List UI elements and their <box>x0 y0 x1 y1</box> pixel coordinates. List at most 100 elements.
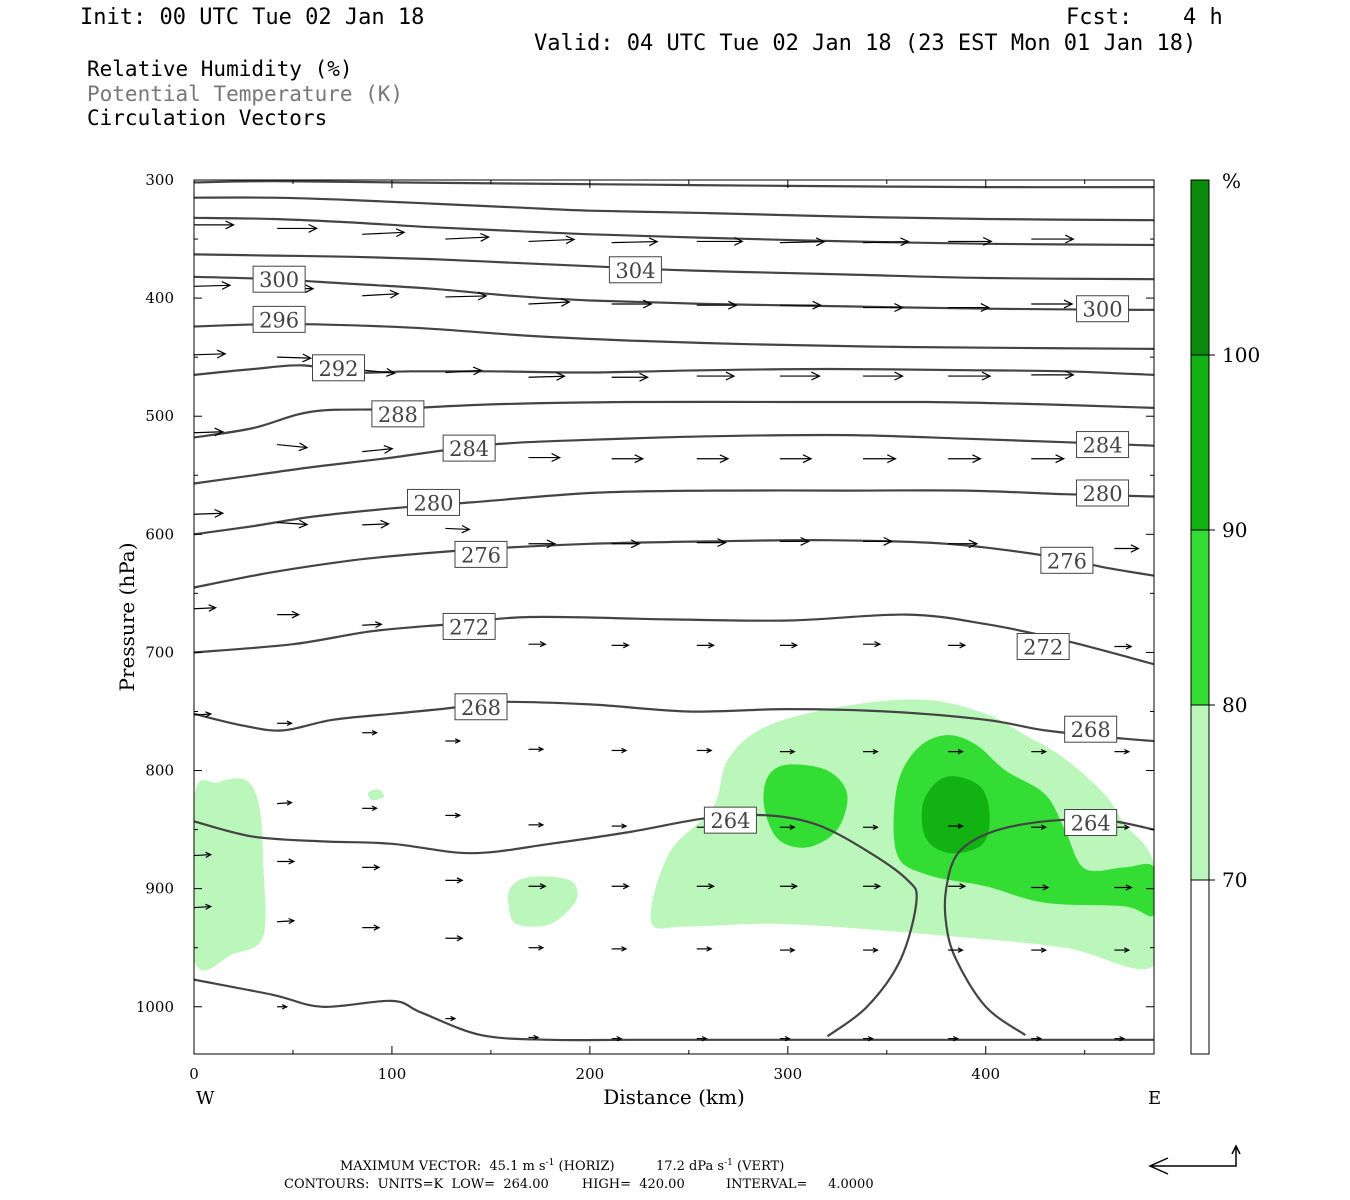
theta-contour-280 <box>194 489 1154 536</box>
contour-label-272: 272 <box>442 612 496 640</box>
circulation-vector <box>863 947 879 953</box>
circulation-vector <box>1031 748 1048 755</box>
circulation-vector <box>194 509 225 518</box>
circulation-vector <box>445 1015 457 1022</box>
circulation-vector <box>528 539 557 549</box>
legend-potential-temperature: Potential Temperature (K) <box>87 82 404 106</box>
svg-text:276: 276 <box>1047 549 1087 573</box>
circulation-vector <box>611 299 653 309</box>
horiz-exp: -1 <box>545 1158 555 1168</box>
legend-relative-humidity: Relative Humidity (%) <box>87 57 353 81</box>
contour-label-264: 264 <box>1064 809 1118 837</box>
contour-label-296: 296 <box>252 305 306 333</box>
circulation-vector <box>528 1034 540 1041</box>
theta-contour-308 <box>194 216 1154 247</box>
circulation-vector <box>948 454 982 464</box>
circulation-vector <box>779 883 799 890</box>
y-tick-label: 900 <box>145 880 174 898</box>
circulation-vector <box>1031 234 1075 244</box>
circulation-vector <box>863 536 894 546</box>
circulation-vector <box>194 427 225 437</box>
circulation-vector <box>863 824 879 830</box>
contour-label-280: 280 <box>407 488 461 516</box>
rh-region-70-80 <box>194 778 266 971</box>
svg-text:280: 280 <box>1082 482 1122 506</box>
circulation-vector <box>277 858 296 865</box>
circulation-vector <box>611 946 628 952</box>
contour-label-300: 300 <box>252 265 306 293</box>
circulation-vector <box>1114 1035 1126 1042</box>
circulation-vector <box>779 371 821 381</box>
circulation-vector <box>948 236 993 246</box>
contour-label-276: 276 <box>454 540 508 568</box>
circulation-vector <box>696 300 738 310</box>
circulation-vector <box>1031 1035 1043 1042</box>
circulation-vector <box>445 812 462 819</box>
circulation-vector <box>362 805 378 812</box>
svg-text:272: 272 <box>449 615 489 639</box>
x-tick-label: 300 <box>773 1065 802 1083</box>
svg-text:284: 284 <box>1082 434 1122 458</box>
circulation-vector <box>1114 544 1140 553</box>
colorbar-level-label: 90 <box>1222 518 1247 542</box>
circulation-vector <box>1031 824 1048 830</box>
circulation-vector <box>696 883 715 890</box>
theta-contour-300 <box>194 275 1154 311</box>
theta-contour-260 <box>194 978 1154 1042</box>
vert-tag: (VERT) <box>737 1159 785 1174</box>
vert-value: 17.2 dPa s <box>655 1159 725 1174</box>
contour-label-268: 268 <box>454 693 508 721</box>
circulation-vector <box>277 720 293 727</box>
contour-label-280: 280 <box>1076 479 1130 507</box>
circulation-vector <box>1031 454 1066 464</box>
y-tick-label: 500 <box>145 407 174 425</box>
theta-contour-316 <box>194 180 1154 189</box>
circulation-vector <box>948 303 991 313</box>
circulation-vector <box>863 237 910 247</box>
circulation-vector <box>948 371 992 381</box>
y-axis-title: Pressure (hPa) <box>115 543 139 692</box>
svg-text:272: 272 <box>1023 636 1063 660</box>
contour-label-300: 300 <box>1076 295 1130 323</box>
circulation-vector <box>948 947 964 953</box>
circulation-vector <box>528 944 545 951</box>
x-tick-label: 200 <box>576 1065 605 1083</box>
vert-exp: -1 <box>724 1158 733 1168</box>
circulation-vector <box>194 851 213 859</box>
circulation-vector <box>1031 299 1074 309</box>
circulation-vector <box>779 536 811 546</box>
svg-text:264: 264 <box>1071 812 1111 836</box>
circulation-vector <box>948 823 964 829</box>
circulation-vector <box>194 220 235 230</box>
circulation-vector <box>277 800 293 806</box>
circulation-vector <box>611 642 630 649</box>
colorbar-segment <box>1191 880 1209 1054</box>
x-axis-title: Distance (km) <box>603 1085 745 1109</box>
theta-contour-312 <box>194 196 1154 222</box>
contour-label-304: 304 <box>608 256 662 284</box>
circulation-vector <box>1114 947 1131 953</box>
circulation-vector <box>194 281 232 290</box>
contour-label-268: 268 <box>1064 715 1118 743</box>
theta-contour-276 <box>194 539 1154 589</box>
contour-label-272: 272 <box>1016 633 1070 661</box>
circulation-vector <box>362 445 394 454</box>
contour-label-264: 264 <box>703 806 757 834</box>
y-tick-label: 400 <box>145 289 174 307</box>
circulation-vector <box>1031 370 1075 380</box>
circulation-vector <box>445 935 464 942</box>
legend-circulation-vectors: Circulation Vectors <box>87 106 328 130</box>
y-tick-label: 800 <box>145 762 174 780</box>
forecast-label: Fcst: <box>1066 5 1133 30</box>
colorbar-segment <box>1191 705 1209 880</box>
svg-text:264: 264 <box>710 809 750 833</box>
x-tick-label: 0 <box>189 1065 199 1083</box>
circulation-vector <box>611 237 659 247</box>
theta-contour-268 <box>194 700 1154 743</box>
circulation-vector <box>611 454 645 464</box>
y-tick-label: 1000 <box>136 998 174 1016</box>
west-label: W <box>196 1088 215 1109</box>
plot-frame <box>193 179 1155 1055</box>
circulation-vector <box>863 883 882 890</box>
theta-contour-292 <box>194 364 1154 376</box>
